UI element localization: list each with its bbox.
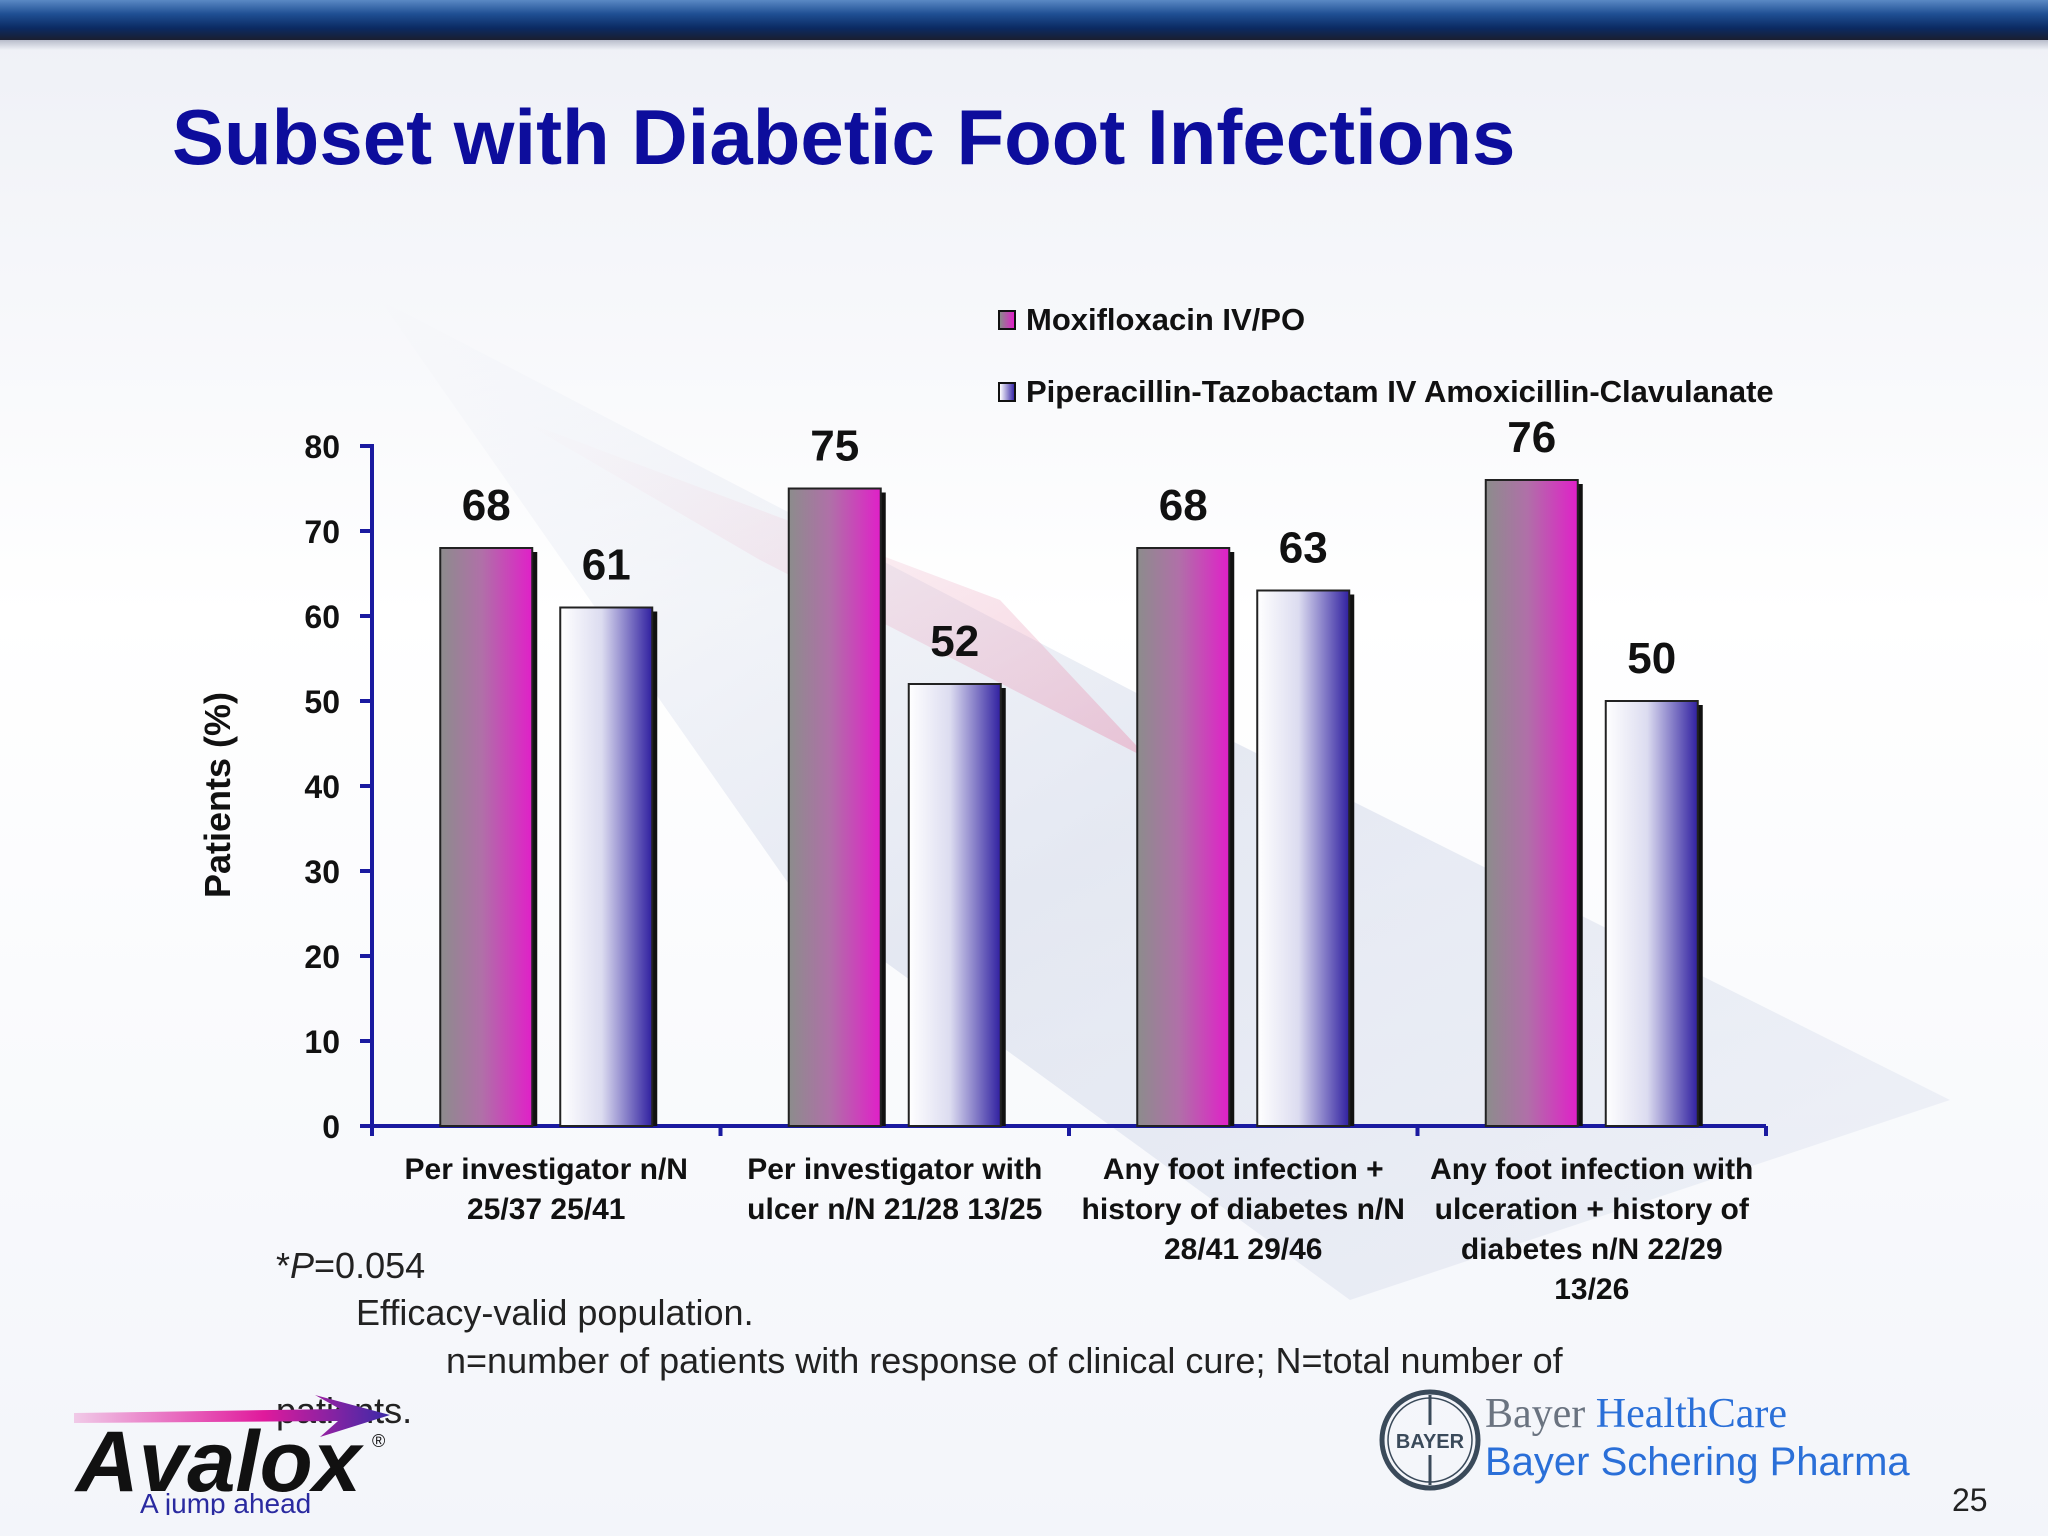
legend-label-piperacillin: Piperacillin-Tazobactam IV Amoxicillin-C…	[1026, 374, 1774, 409]
avalox-logo: Avalox ® A jump ahead	[74, 1395, 390, 1515]
data-label-piperacillin: 61	[582, 541, 631, 590]
y-tick-label: 60	[304, 599, 340, 635]
bar-piperacillin	[1604, 700, 1699, 1127]
x-category-label-line: 13/26	[1554, 1273, 1630, 1306]
x-category-label-line: 25/37 25/41	[467, 1193, 626, 1226]
x-category-label-line: 28/41 29/46	[1164, 1233, 1323, 1266]
bar-moxifloxacin	[1136, 547, 1231, 1127]
footnote-p-number: =0.054	[314, 1245, 426, 1286]
y-tick-label: 20	[304, 939, 340, 975]
y-tick-label: 40	[304, 769, 340, 805]
data-label-piperacillin: 63	[1279, 524, 1328, 573]
y-tick-label: 70	[304, 514, 340, 550]
y-tick-label: 30	[304, 854, 340, 890]
footnote-population: Efficacy-valid population.	[356, 1292, 754, 1333]
x-category-label: Any foot infection with ulceration + hist…	[1412, 1150, 1772, 1310]
bar-piperacillin	[559, 606, 654, 1127]
avalox-tagline: A jump ahead	[140, 1488, 311, 1515]
x-category-label-line: Any foot infection with	[1430, 1153, 1754, 1186]
bar-piperacillin	[1256, 589, 1351, 1127]
data-label-moxifloxacin: 68	[1159, 481, 1208, 530]
bayer-healthcare-logo-text: Bayer HealthCare	[1485, 1390, 1787, 1438]
x-category-label-line: Any foot infection +	[1102, 1153, 1384, 1186]
x-category-label-line: history of diabetes n/N	[1081, 1193, 1405, 1226]
y-tick-label: 50	[304, 684, 340, 720]
footnote-p-value: *P=0.054	[276, 1245, 425, 1287]
top-header-bar	[0, 0, 2048, 40]
header-shadow	[0, 40, 2048, 50]
x-category-label-line: Per investigator n/N	[404, 1153, 688, 1186]
legend-item-piperacillin: Piperacillin-Tazobactam IV Amoxicillin-C…	[998, 374, 1774, 410]
x-category-label: Per investigator with ulcer n/N 21/28 13/…	[715, 1150, 1075, 1230]
legend-item-moxifloxacin: Moxifloxacin IV/PO	[998, 302, 1305, 338]
avalox-wordmark: Avalox	[74, 1414, 364, 1510]
avalox-swoosh-icon	[74, 1395, 390, 1437]
data-label-piperacillin: 50	[1627, 634, 1676, 683]
y-tick-label: 0	[322, 1109, 340, 1145]
bayer-schering-pharma-text: Bayer Schering Pharma	[1485, 1440, 1910, 1484]
x-category-label: Any foot infection + history of diabetes …	[1063, 1150, 1423, 1270]
x-category-label-line: Per investigator with	[747, 1153, 1043, 1186]
x-category-label-line: diabetes n/N 22/29	[1460, 1233, 1723, 1266]
data-label-piperacillin: 52	[930, 617, 979, 666]
data-label-moxifloxacin: 68	[462, 481, 511, 530]
slide-title: Subset with Diabetic Foot Infections	[172, 93, 1516, 181]
y-tick-label: 10	[304, 1024, 340, 1060]
y-tick-label: 80	[304, 429, 340, 465]
x-category-label: Per investigator n/N 25/37 25/41	[366, 1150, 726, 1230]
footnote-asterisk: *	[276, 1245, 291, 1286]
bayer-seal-text: BAYER	[1396, 1431, 1465, 1453]
footnote-definition: n=number of patients with response of cl…	[446, 1340, 1563, 1381]
legend-label-moxifloxacin: Moxifloxacin IV/PO	[1026, 302, 1306, 337]
bar-piperacillin	[907, 683, 1002, 1127]
y-axis-title: Patients (%)	[197, 692, 238, 898]
data-label-moxifloxacin: 75	[810, 422, 859, 471]
bayer-cross-logo: BAYER	[1379, 1389, 1481, 1491]
bar-moxifloxacin	[787, 487, 882, 1127]
bayer-word: Bayer	[1485, 1391, 1586, 1437]
bar-moxifloxacin	[439, 547, 534, 1127]
data-label-moxifloxacin: 76	[1507, 413, 1556, 462]
x-category-label-line: ulcer n/N 21/28 13/25	[747, 1193, 1043, 1226]
bar-moxifloxacin	[1484, 479, 1579, 1127]
legend-swatch-piperacillin	[998, 382, 1016, 402]
avalox-registered-mark: ®	[372, 1431, 385, 1451]
healthcare-word: HealthCare	[1595, 1391, 1788, 1437]
legend-swatch-moxifloxacin	[998, 310, 1016, 330]
page-number: 25	[1952, 1482, 1988, 1518]
x-category-label-line: ulceration + history of	[1434, 1193, 1749, 1226]
footnote-p-letter: P	[290, 1245, 315, 1286]
